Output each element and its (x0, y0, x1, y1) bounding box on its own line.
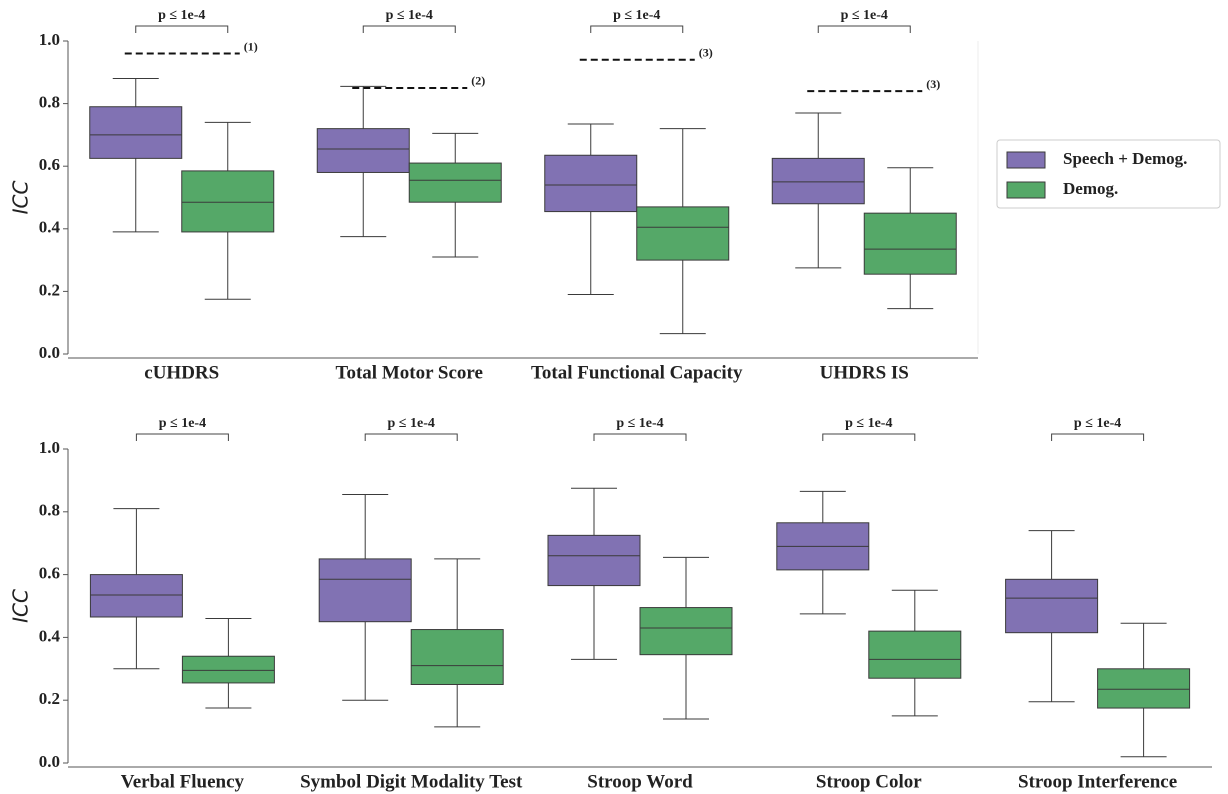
x-tick-label: Verbal Fluency (121, 771, 245, 792)
box (544, 154, 638, 213)
legend-label: Speech + Demog. (1063, 149, 1187, 168)
x-tick-label: Stroop Interference (1018, 771, 1177, 792)
significance-label: p ≤ 1e-4 (388, 416, 435, 431)
significance-label: p ≤ 1e-4 (158, 8, 205, 23)
significance-bracket (822, 433, 916, 441)
box (1097, 668, 1191, 709)
significance-label: p ≤ 1e-4 (1074, 416, 1121, 431)
x-tick-label: Total Motor Score (336, 362, 483, 383)
box (89, 574, 183, 618)
box (316, 128, 410, 173)
box (639, 607, 733, 656)
box (181, 655, 275, 684)
significance-label: p ≤ 1e-4 (159, 416, 206, 431)
y-tick-label: 0.6 (39, 155, 60, 174)
significance-label: p ≤ 1e-4 (841, 8, 888, 23)
reference-label: (1) (244, 39, 258, 53)
legend-label: Demog. (1063, 179, 1118, 198)
box (181, 170, 275, 233)
box (636, 206, 730, 261)
y-axis-label: ICC (9, 181, 33, 215)
box (863, 212, 957, 275)
significance-bracket (590, 25, 684, 33)
significance-bracket (817, 25, 911, 33)
y-axis-label: ICC (9, 589, 33, 623)
x-tick-label: cUHDRS (144, 362, 219, 383)
reference-label: (3) (926, 77, 940, 91)
box (408, 162, 502, 203)
box (318, 558, 412, 623)
y-tick-label: 0.0 (39, 343, 60, 362)
box (1005, 578, 1099, 634)
significance-label: p ≤ 1e-4 (845, 416, 892, 431)
significance-label: p ≤ 1e-4 (386, 8, 433, 23)
significance-bracket (1051, 433, 1145, 441)
significance-label: p ≤ 1e-4 (613, 8, 660, 23)
box (89, 106, 183, 159)
significance-label: p ≤ 1e-4 (616, 416, 663, 431)
box (868, 630, 962, 679)
reference-label: (2) (471, 74, 485, 88)
y-tick-label: 0.8 (39, 93, 60, 112)
y-tick-label: 1.0 (39, 30, 60, 49)
y-tick-label: 0.0 (39, 752, 60, 771)
y-tick-label: 0.4 (39, 626, 61, 645)
y-tick-label: 0.4 (39, 218, 61, 237)
x-tick-label: Stroop Word (587, 771, 693, 792)
legend-frame (996, 139, 1221, 209)
significance-bracket (364, 433, 458, 441)
y-tick-label: 0.2 (39, 280, 60, 299)
legend-swatch (1006, 181, 1046, 199)
x-tick-label: Stroop Color (816, 771, 922, 792)
box (547, 534, 641, 587)
box (771, 157, 865, 205)
significance-bracket (135, 25, 229, 33)
y-tick-label: 0.2 (39, 689, 60, 708)
reference-label: (3) (699, 46, 713, 60)
x-tick-label: UHDRS IS (820, 362, 909, 383)
legend-swatch (1006, 151, 1046, 169)
y-tick-label: 1.0 (39, 438, 60, 457)
box (410, 629, 504, 685)
significance-bracket (593, 433, 687, 441)
y-tick-label: 0.6 (39, 564, 60, 583)
y-tick-label: 0.8 (39, 501, 60, 520)
significance-bracket (135, 433, 229, 441)
significance-bracket (362, 25, 456, 33)
x-tick-label: Symbol Digit Modality Test (300, 771, 523, 792)
x-tick-label: Total Functional Capacity (531, 362, 743, 383)
